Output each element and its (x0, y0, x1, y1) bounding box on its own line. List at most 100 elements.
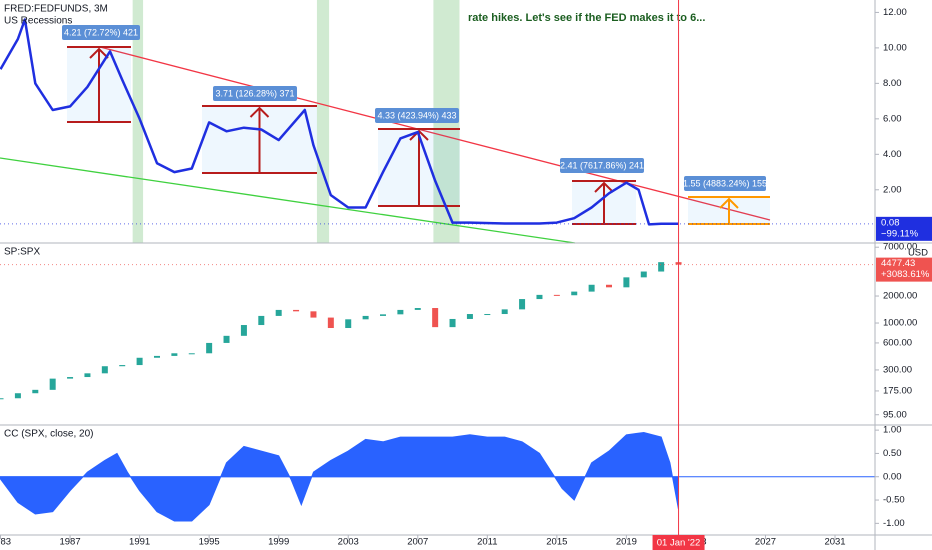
candle-body (345, 319, 352, 329)
candle-body (119, 365, 126, 367)
y-tick-label: 0.50 (883, 448, 902, 459)
candle-body (327, 317, 334, 329)
change-label: +3083.61% (881, 269, 930, 280)
cursor-label-box (652, 535, 705, 550)
x-tick-label: 2003 (338, 537, 359, 548)
fedfunds-line (0, 18, 679, 226)
candle-body (449, 318, 456, 328)
recession-band (132, 0, 144, 243)
y-tick-label: -0.50 (883, 495, 905, 506)
candle-body (606, 284, 613, 288)
measure-label: 4.21 (72.72%) 421 (64, 27, 138, 37)
y-tick-label: 1000.00 (883, 318, 917, 329)
y-tick-label: 600.00 (883, 337, 912, 348)
y-tick-label: 7000.00 (883, 242, 917, 253)
x-tick-label: 1983 (0, 537, 11, 548)
candle-body (223, 335, 230, 343)
y-tick-label: 95.00 (883, 409, 907, 420)
pane-title: SP:SPX (4, 247, 40, 258)
y-tick-label: 300.00 (883, 364, 912, 375)
candle-body (275, 309, 282, 316)
x-tick-label: 1995 (199, 537, 220, 548)
y-tick-label: 2.00 (883, 184, 902, 195)
candle-body (397, 309, 404, 315)
x-tick-label: 2027 (755, 537, 776, 548)
candle-body (32, 389, 39, 394)
candle-body (379, 314, 386, 316)
y-tick-label: 8.00 (883, 78, 902, 89)
y-tick-label: 1.00 (883, 425, 902, 436)
candle-body (206, 342, 213, 354)
y-tick-label: 4.00 (883, 149, 902, 160)
last-value-box (876, 216, 932, 241)
candle-body (414, 308, 421, 310)
candle-body (258, 315, 265, 326)
candle-body (49, 378, 56, 390)
measure-label: 2.41 (7617.86%) 241 (560, 160, 644, 170)
pane-title: CC (SPX, close, 20) (4, 429, 93, 440)
candle-body (101, 366, 108, 374)
measure-arrow (719, 197, 739, 209)
measure-label-box (375, 108, 459, 123)
x-tick-label: 2015 (546, 537, 567, 548)
candle-body (658, 262, 665, 272)
candle-body (188, 353, 195, 355)
candle-body (501, 309, 508, 315)
candle-body (171, 353, 178, 356)
candle-body (153, 355, 160, 358)
candle-body (0, 398, 4, 400)
measure-label-box (62, 25, 140, 40)
candle-body (14, 393, 21, 399)
measure-label-box (560, 158, 644, 173)
candle-body (362, 315, 369, 320)
change-label: −99.11% (881, 228, 919, 239)
x-tick-label: 2011 (477, 537, 497, 548)
candle-body (553, 294, 560, 296)
x-tick-label: 2007 (407, 537, 428, 548)
y-tick-label: 0.00 (883, 471, 902, 482)
candle-body (240, 325, 247, 336)
legend-entry: US Recessions (4, 16, 72, 27)
candle-body (588, 284, 595, 292)
candle-body (536, 294, 543, 300)
cursor-label: 01 Jan '22 (657, 538, 701, 549)
candle-body (466, 314, 473, 319)
measure-arrow (409, 129, 429, 141)
candle-body (136, 357, 143, 366)
x-tick-label: 2031 (824, 537, 845, 548)
y-tick-label: 12.00 (883, 7, 907, 18)
candle-body (484, 314, 491, 316)
measure-arrow (89, 47, 109, 59)
measure-label: 3.71 (126.28%) 371 (215, 88, 294, 98)
candle-body (571, 291, 578, 296)
candle-body (623, 277, 630, 288)
unit-label: USD (908, 248, 928, 259)
candle-body (67, 377, 74, 379)
plot: 4.21 (72.72%) 421 3.71 (126.28%) 371 4.33 … (0, 0, 875, 522)
y-tick-label: 2000.00 (883, 291, 917, 302)
pane-title: FRED:FEDFUNDS, 3M (4, 4, 108, 15)
trend-line (0, 157, 576, 244)
cc-area (0, 431, 679, 522)
candle-body (640, 271, 647, 278)
measure-label-box (213, 86, 297, 101)
x-tick-label: 1999 (268, 537, 289, 548)
y-tick-label: 10.00 (883, 42, 907, 53)
last-value-label: 4477.43 (881, 258, 915, 269)
measure-label-box (684, 176, 766, 191)
y-tick-label: -1.00 (883, 518, 905, 529)
candle-body (84, 373, 91, 378)
y-tick-label: 6.00 (883, 113, 902, 124)
note: rate hikes. Let's see if the FED makes i… (468, 12, 705, 24)
last-value-box (876, 257, 932, 282)
x-tick-label: 1991 (129, 537, 150, 548)
measure-label: 4.33 (423.94%) 433 (377, 110, 456, 120)
candle-body (519, 299, 526, 310)
trend-line (99, 46, 771, 221)
measure-arrow (249, 106, 270, 118)
y-tick-label: 175.00 (883, 385, 912, 396)
x-tick-label: 1987 (59, 537, 80, 548)
x-tick-label: 2019 (616, 537, 637, 548)
measure-label: 1.55 (4883.24%) 155 (683, 178, 767, 188)
candle-body (310, 311, 317, 318)
